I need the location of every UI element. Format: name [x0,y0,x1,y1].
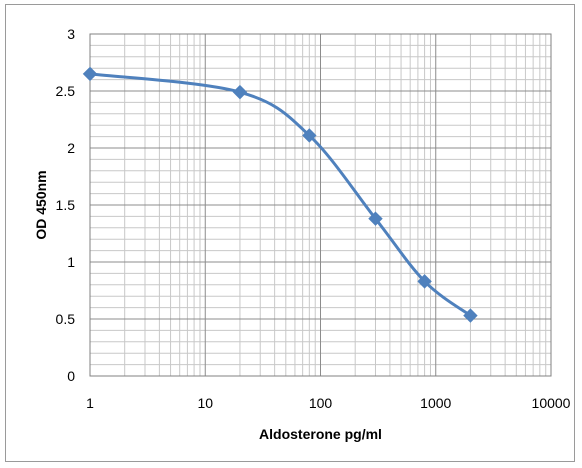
y-tick-label: 0 [67,368,75,384]
x-tick-label: 1000 [420,395,451,411]
x-tick-labels: 1 10 100 1000 10000 [86,395,571,411]
x-tick-label: 1 [86,395,94,411]
data-point-marker [82,66,98,82]
y-tick-labels: 0 0.5 1 1.5 2 2.5 3 [56,26,76,384]
x-axis-title: Aldosterone pg/ml [259,426,382,442]
data-point-marker [302,128,317,143]
y-axis-title: OD 450nm [33,170,49,239]
x-tick-label: 100 [309,395,333,411]
x-tick-label: 10000 [532,395,571,411]
chart-frame [5,4,575,462]
data-markers [82,66,478,323]
data-point-marker [232,84,248,100]
data-point-marker [463,308,478,323]
y-tick-label: 1 [67,254,75,270]
series-line-group [89,72,472,317]
plot-area-border [89,33,552,377]
data-point-marker [417,274,432,289]
series-line [89,72,472,317]
y-tick-label: 1.5 [56,197,76,213]
y-tick-label: 2.5 [56,83,76,99]
y-tick-label: 0.5 [56,311,76,327]
x-tick-label: 10 [197,395,213,411]
data-point-marker [368,211,383,226]
y-tick-label: 3 [67,26,75,42]
y-tick-label: 2 [67,140,75,156]
